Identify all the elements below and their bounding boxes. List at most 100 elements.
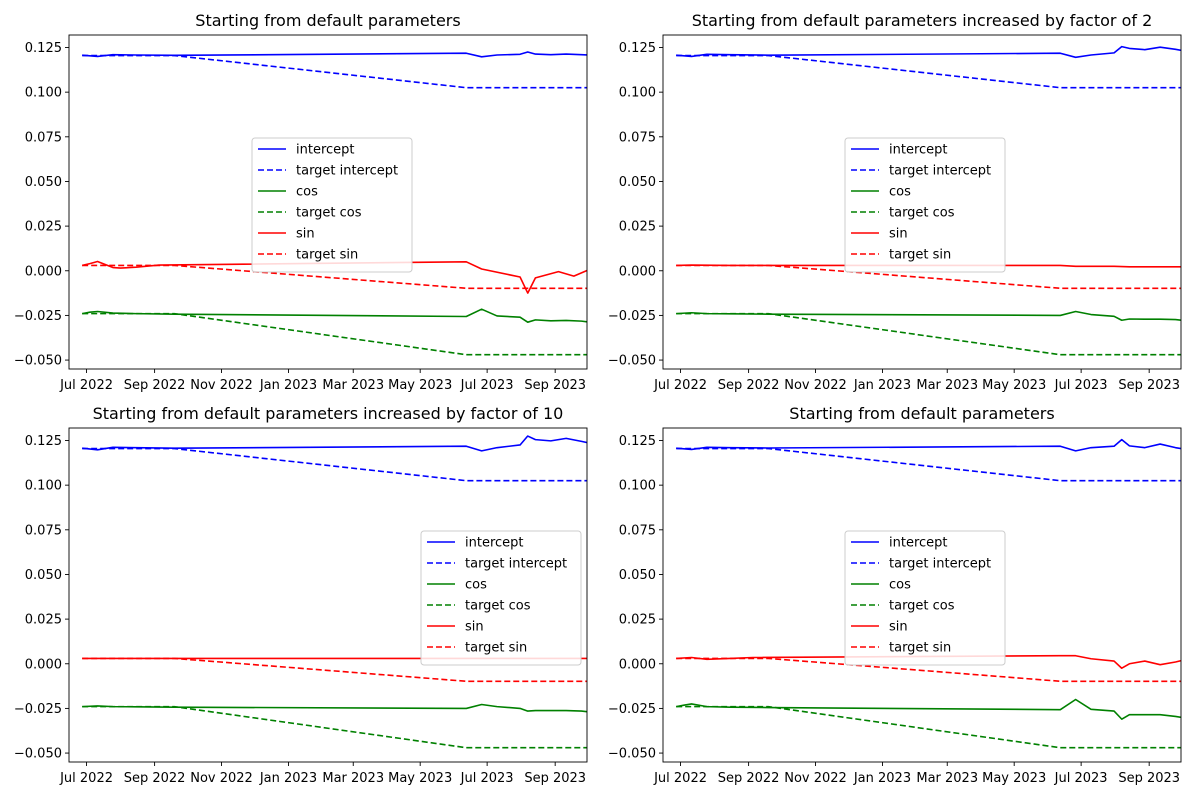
series-line-intercept <box>676 45 1181 59</box>
x-tick-label: Jul 2023 <box>460 771 514 786</box>
y-tick-label: 0.000 <box>25 264 62 279</box>
y-tick-label: 0.100 <box>25 479 62 494</box>
x-tick-label: Mar 2023 <box>916 771 978 786</box>
series-line-target-sin <box>82 264 587 290</box>
series-line-intercept <box>676 438 1181 452</box>
chart-title: Starting from default parameters increas… <box>692 11 1153 30</box>
legend-label: target sin <box>889 248 951 263</box>
x-tick-label: Nov 2022 <box>190 378 253 393</box>
y-tick-label: 0.075 <box>25 523 62 538</box>
x-tick-label: Sep 2023 <box>524 378 586 393</box>
x-tick-label: Jan 2023 <box>259 771 317 786</box>
chart-panel-2: Starting from default parameters increas… <box>608 11 1182 393</box>
legend-label: target cos <box>889 206 955 221</box>
chart-title: Starting from default parameters <box>195 11 460 30</box>
series-line-intercept <box>82 435 587 452</box>
y-tick-label: 0.075 <box>619 130 656 145</box>
y-tick-label: 0.025 <box>25 613 62 628</box>
x-tick-label: Nov 2022 <box>784 378 847 393</box>
chart-panel-1: Starting from default parameters 0.125 0.1… <box>14 11 588 393</box>
x-tick-label: Jan 2023 <box>853 378 911 393</box>
series-group <box>676 45 1181 356</box>
y-tick-label: −0.050 <box>608 354 656 369</box>
x-tick-label: Jul 2023 <box>1054 771 1108 786</box>
series-group <box>676 438 1181 749</box>
legend-label: target sin <box>889 641 951 656</box>
y-tick-label: −0.050 <box>14 354 62 369</box>
chart-title: Starting from default parameters <box>789 404 1054 423</box>
legend-label: sin <box>889 227 908 242</box>
y-tick-label: −0.050 <box>608 747 656 762</box>
y-tick-label: 0.125 <box>619 434 656 449</box>
y-tick-label: 0.050 <box>619 568 656 583</box>
legend-label: intercept <box>889 536 948 551</box>
x-tick-label: Jul 2023 <box>1054 378 1108 393</box>
x-tick-label: May 2023 <box>388 771 452 786</box>
x-tick-label: Sep 2022 <box>124 378 186 393</box>
series-line-target-sin <box>676 657 1181 683</box>
legend-label: sin <box>465 620 484 635</box>
legend-label: intercept <box>465 536 524 551</box>
y-tick-label: 0.100 <box>25 86 62 101</box>
y-tick-label: 0.100 <box>619 479 656 494</box>
y-tick-label: 0.100 <box>619 86 656 101</box>
plot-frame <box>68 34 588 370</box>
legend-label: target intercept <box>889 164 991 179</box>
legend-box <box>844 530 1006 666</box>
legend-box <box>251 137 413 273</box>
series-line-sin <box>81 260 587 294</box>
series-line-target-intercept <box>676 447 1181 482</box>
x-tick-label: Mar 2023 <box>916 378 978 393</box>
plot-frame <box>662 427 1182 763</box>
series-line-target-cos <box>676 312 1181 356</box>
x-tick-label: Mar 2023 <box>322 771 384 786</box>
x-tick-label: Jan 2023 <box>259 378 317 393</box>
series-group <box>81 51 587 356</box>
legend-label: target cos <box>889 599 955 614</box>
y-tick-label: 0.125 <box>25 41 62 56</box>
legend-label: cos <box>889 185 911 200</box>
y-tick-label: −0.025 <box>14 702 62 717</box>
y-tick-label: 0.050 <box>25 175 62 190</box>
x-tick-label: Jul 2022 <box>59 771 113 786</box>
series-line-target-sin <box>82 657 587 683</box>
legend-label: target intercept <box>889 557 991 572</box>
series-line-cos <box>82 308 587 324</box>
x-tick-label: Jul 2022 <box>653 378 707 393</box>
x-tick-label: Nov 2022 <box>190 771 253 786</box>
x-tick-label: Sep 2022 <box>718 378 780 393</box>
y-tick-label: 0.000 <box>25 657 62 672</box>
x-tick-label: Jul 2022 <box>59 378 113 393</box>
y-tick-label: −0.050 <box>14 747 62 762</box>
legend-label: target intercept <box>465 557 567 572</box>
series-line-target-sin <box>676 264 1181 290</box>
x-tick-label: May 2023 <box>982 771 1046 786</box>
y-tick-label: 0.050 <box>619 175 656 190</box>
y-tick-label: 0.050 <box>25 568 62 583</box>
legend-box <box>844 137 1006 273</box>
x-tick-label: May 2023 <box>982 378 1046 393</box>
x-tick-label: Jul 2022 <box>653 771 707 786</box>
y-tick-label: −0.025 <box>608 309 656 324</box>
series-line-target-cos <box>82 705 587 749</box>
chart-panel-4: Starting from default parameters 0.125 0.1… <box>608 404 1182 786</box>
x-tick-label: Sep 2022 <box>718 771 780 786</box>
x-tick-label: Sep 2022 <box>124 771 186 786</box>
legend-label: sin <box>889 620 908 635</box>
y-tick-label: 0.075 <box>619 523 656 538</box>
legend-label: intercept <box>296 143 355 158</box>
legend-label: target sin <box>465 641 527 656</box>
legend-label: intercept <box>889 143 948 158</box>
legend-box <box>420 530 582 666</box>
x-tick-label: Nov 2022 <box>784 771 847 786</box>
chart-title: Starting from default parameters increas… <box>93 404 564 423</box>
x-tick-label: Sep 2023 <box>1118 771 1180 786</box>
legend-label: target cos <box>296 206 362 221</box>
y-tick-label: 0.000 <box>619 264 656 279</box>
y-tick-label: 0.125 <box>25 434 62 449</box>
legend-label: cos <box>296 185 318 200</box>
y-tick-label: 0.000 <box>619 657 656 672</box>
legend-label: target intercept <box>296 164 398 179</box>
chart-panel-3: Starting from default parameters increas… <box>14 404 588 786</box>
x-tick-label: May 2023 <box>388 378 452 393</box>
